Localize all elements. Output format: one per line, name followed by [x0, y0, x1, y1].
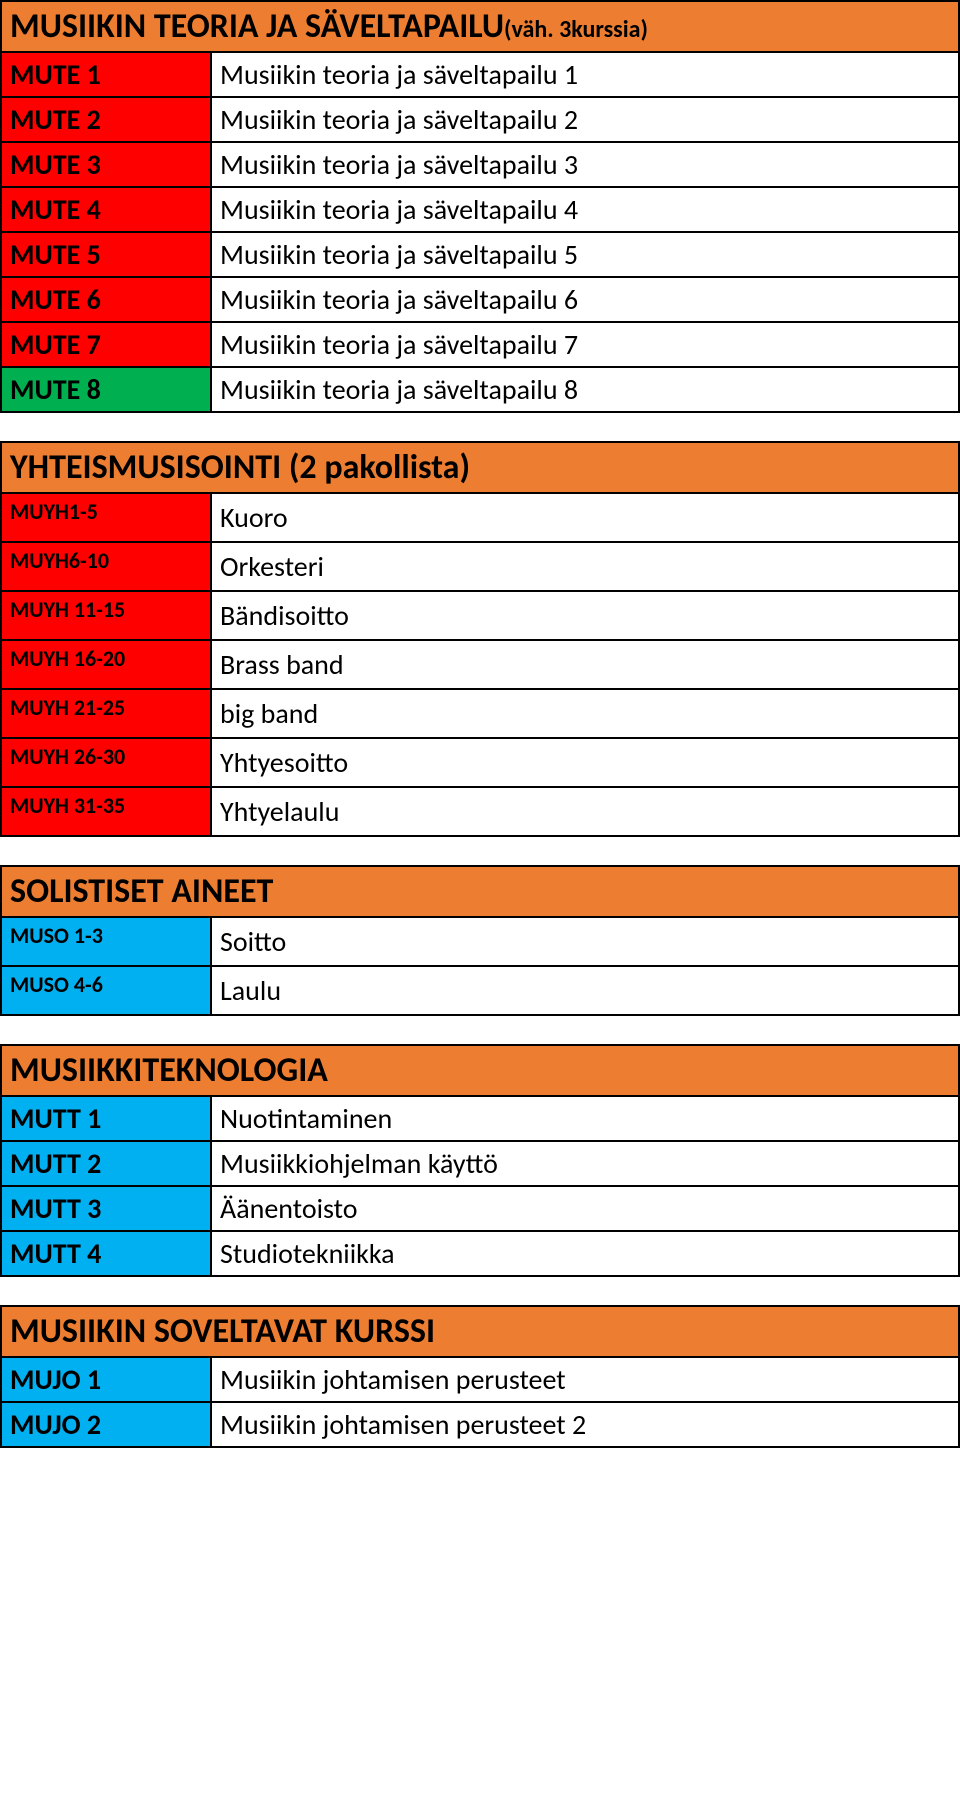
course-desc: Orkesteri — [212, 543, 958, 590]
course-code: MUYH6-10 — [2, 543, 212, 590]
section-mute: MUSIIKIN TEORIA JA SÄVELTAPAILU(väh. 3ku… — [0, 0, 960, 413]
table-row: MUYH 21-25big band — [0, 690, 960, 739]
table-row: MUYH 26-30Yhtyesoitto — [0, 739, 960, 788]
course-code: MUJO 2 — [2, 1403, 212, 1446]
course-desc: Yhtyelaulu — [212, 788, 958, 835]
table-row: MUTE 1Musiikin teoria ja säveltapailu 1 — [0, 53, 960, 98]
course-desc: Musiikin johtamisen perusteet 2 — [212, 1403, 958, 1446]
table-row: MUTT 1Nuotintaminen — [0, 1097, 960, 1142]
course-desc: Musiikin johtamisen perusteet — [212, 1358, 958, 1401]
table-row: MUTE 6Musiikin teoria ja säveltapailu 6 — [0, 278, 960, 323]
table-row: MUTE 4Musiikin teoria ja säveltapailu 4 — [0, 188, 960, 233]
table-row: MUTE 3Musiikin teoria ja säveltapailu 3 — [0, 143, 960, 188]
course-code: MUTT 3 — [2, 1187, 212, 1230]
course-code: MUTE 3 — [2, 143, 212, 186]
header-main-text: YHTEISMUSISOINTI (2 pakollista) — [10, 447, 470, 488]
section-mujo: MUSIIKIN SOVELTAVAT KURSSI MUJO 1Musiikin… — [0, 1305, 960, 1448]
course-desc: Musiikkiohjelman käyttö — [212, 1142, 958, 1185]
table-row: MUYH 11-15Bändisoitto — [0, 592, 960, 641]
table-row: MUTE 2Musiikin teoria ja säveltapailu 2 — [0, 98, 960, 143]
course-code: MUYH 31-35 — [2, 788, 212, 835]
course-code: MUTE 8 — [2, 368, 212, 411]
table-row: MUTT 2Musiikkiohjelman käyttö — [0, 1142, 960, 1187]
table-row: MUTE 7Musiikin teoria ja säveltapailu 7 — [0, 323, 960, 368]
header-main-text: MUSIIKIN TEORIA JA SÄVELTAPAILU — [10, 6, 504, 47]
header-main-text: MUSIIKKITEKNOLOGIA — [10, 1050, 328, 1091]
table-row: MUSO 1-3Soitto — [0, 918, 960, 967]
section-header: MUSIIKIN SOVELTAVAT KURSSI — [0, 1305, 960, 1358]
table-row: MUTE 5Musiikin teoria ja säveltapailu 5 — [0, 233, 960, 278]
course-desc: Musiikin teoria ja säveltapailu 2 — [212, 98, 958, 141]
course-code: MUSO 4-6 — [2, 967, 212, 1014]
section-mutt: MUSIIKKITEKNOLOGIAMUTT 1NuotintaminenMUT… — [0, 1044, 960, 1277]
course-desc: Musiikin teoria ja säveltapailu 4 — [212, 188, 958, 231]
course-desc: Nuotintaminen — [212, 1097, 958, 1140]
table-row: MUJO 2Musiikin johtamisen perusteet 2 — [0, 1403, 960, 1448]
course-desc: Musiikin teoria ja säveltapailu 5 — [212, 233, 958, 276]
section-header: MUSIIKKITEKNOLOGIA — [0, 1044, 960, 1097]
course-desc: Yhtyesoitto — [212, 739, 958, 786]
course-desc: Musiikin teoria ja säveltapailu 7 — [212, 323, 958, 366]
course-code: MUTE 2 — [2, 98, 212, 141]
course-code: MUTE 1 — [2, 53, 212, 96]
course-code: MUTT 4 — [2, 1232, 212, 1275]
table-row: MUYH 16-20Brass band — [0, 641, 960, 690]
course-desc: Laulu — [212, 967, 958, 1014]
section-header: SOLISTISET AINEET — [0, 865, 960, 918]
section-header: MUSIIKIN TEORIA JA SÄVELTAPAILU(väh. 3ku… — [0, 0, 960, 53]
course-code: MUTE 6 — [2, 278, 212, 321]
course-code: MUTE 4 — [2, 188, 212, 231]
table-row: MUTT 3Äänentoisto — [0, 1187, 960, 1232]
course-code: MUYH 26-30 — [2, 739, 212, 786]
course-code: MUTE 5 — [2, 233, 212, 276]
course-desc: Äänentoisto — [212, 1187, 958, 1230]
course-code: MUYH1-5 — [2, 494, 212, 541]
course-desc: Soitto — [212, 918, 958, 965]
section-muso: SOLISTISET AINEET MUSO 1-3SoittoMUSO 4-6L… — [0, 865, 960, 1016]
course-code: MUYH 11-15 — [2, 592, 212, 639]
course-desc: Musiikin teoria ja säveltapailu 6 — [212, 278, 958, 321]
course-desc: Kuoro — [212, 494, 958, 541]
course-code: MUTE 7 — [2, 323, 212, 366]
table-row: MUTT 4Studiotekniikka — [0, 1232, 960, 1277]
table-row: MUSO 4-6Laulu — [0, 967, 960, 1016]
course-code: MUTT 2 — [2, 1142, 212, 1185]
course-desc: big band — [212, 690, 958, 737]
course-desc: Musiikin teoria ja säveltapailu 1 — [212, 53, 958, 96]
table-row: MUYH 31-35Yhtyelaulu — [0, 788, 960, 837]
course-code: MUJO 1 — [2, 1358, 212, 1401]
header-main-text: SOLISTISET AINEET — [10, 871, 273, 912]
section-muyh: YHTEISMUSISOINTI (2 pakollista) MUYH1-5Ku… — [0, 441, 960, 837]
section-header: YHTEISMUSISOINTI (2 pakollista) — [0, 441, 960, 494]
course-code: MUTT 1 — [2, 1097, 212, 1140]
header-main-text: MUSIIKIN SOVELTAVAT KURSSI — [10, 1311, 435, 1352]
course-code: MUSO 1-3 — [2, 918, 212, 965]
course-desc: Bändisoitto — [212, 592, 958, 639]
table-row: MUYH6-10Orkesteri — [0, 543, 960, 592]
course-desc: Musiikin teoria ja säveltapailu 8 — [212, 368, 958, 411]
course-desc: Brass band — [212, 641, 958, 688]
table-row: MUTE 8Musiikin teoria ja säveltapailu 8 — [0, 368, 960, 413]
course-code: MUYH 16-20 — [2, 641, 212, 688]
course-code: MUYH 21-25 — [2, 690, 212, 737]
table-row: MUYH1-5Kuoro — [0, 494, 960, 543]
header-sub-text: (väh. 3kurssia) — [504, 15, 648, 44]
course-desc: Musiikin teoria ja säveltapailu 3 — [212, 143, 958, 186]
course-desc: Studiotekniikka — [212, 1232, 958, 1275]
table-row: MUJO 1Musiikin johtamisen perusteet — [0, 1358, 960, 1403]
